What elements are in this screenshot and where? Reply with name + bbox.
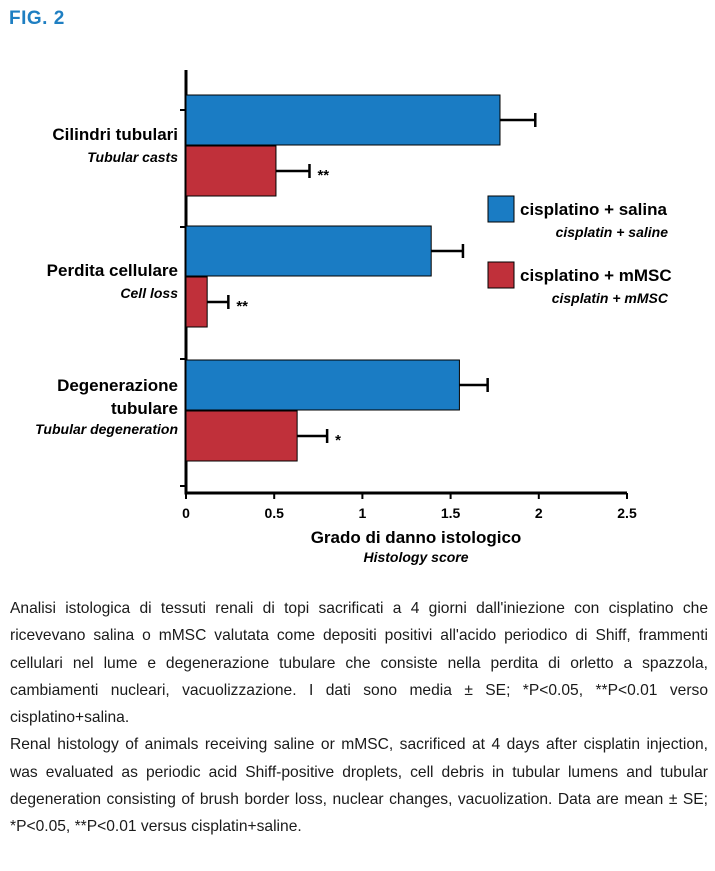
x-tick-label: 0.5 [264, 505, 284, 521]
category-sublabel: Cell loss [120, 285, 178, 301]
category-label: Perdita cellulare [47, 261, 178, 280]
significance-marker: ** [236, 298, 248, 315]
legend-sublabel: cisplatin + mMSC [552, 290, 669, 306]
bar [185, 276, 208, 328]
bar [185, 225, 432, 277]
caption-italian: Analisi istologica di tessuti renali di … [10, 600, 708, 727]
x-tick-label: 1.5 [441, 505, 461, 521]
category-sublabel: Tubular degeneration [35, 421, 178, 437]
legend-sublabel: cisplatin + saline [556, 224, 669, 240]
category-label: Cilindri tubulari [52, 125, 178, 144]
category-label: tubulare [111, 399, 178, 418]
x-tick-label: 1 [359, 505, 367, 521]
significance-marker: ** [317, 167, 329, 184]
legend-label: cisplatino + mMSC [520, 266, 672, 285]
x-axis-title: Grado di danno istologico [311, 528, 522, 547]
bar [185, 145, 277, 197]
bar [185, 359, 460, 411]
x-axis-subtitle: Histology score [363, 549, 468, 565]
caption-english: Renal histology of animals receiving sal… [10, 736, 708, 836]
category-label: Degenerazione [57, 376, 178, 395]
category-sublabel: Tubular casts [87, 149, 178, 165]
significance-marker: * [335, 432, 341, 449]
legend-label: cisplatino + salina [520, 200, 667, 219]
bar [185, 410, 298, 462]
x-tick-label: 0 [182, 505, 190, 521]
legend-swatch [487, 261, 515, 289]
figure-caption: Analisi istologica di tessuti renali di … [10, 595, 708, 841]
bar-chart: 0 0.5 1 1.5 2 2.5*****Cilindri tubulariTubula… [35, 70, 672, 565]
x-tick-label: 2 [535, 505, 543, 521]
legend-swatch [487, 195, 515, 223]
figure-label: FIG. 2 [9, 8, 65, 29]
x-tick-label: 2.5 [617, 505, 637, 521]
bar [185, 94, 501, 146]
